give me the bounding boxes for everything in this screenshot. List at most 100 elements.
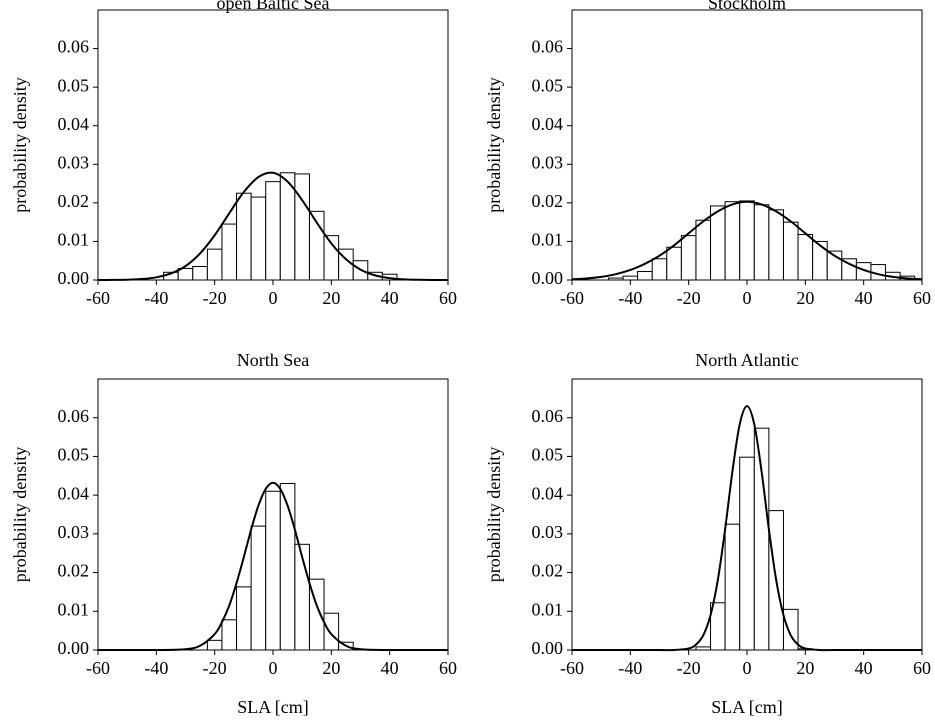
histogram-bar [724, 201, 741, 281]
y-tick-label: 0.02 [58, 561, 90, 581]
histogram-bar [236, 586, 252, 651]
y-tick-label: 0.04 [532, 483, 564, 503]
x-tick-label: 40 [381, 658, 399, 678]
y-tick-label: 0.03 [532, 152, 564, 172]
histogram-bar [695, 219, 712, 281]
histogram-bar [221, 223, 238, 281]
y-tick-label: 0.06 [532, 406, 564, 426]
y-tick-label: 0.03 [58, 522, 90, 542]
x-tick-label: 0 [269, 288, 278, 308]
x-tick-label: -40 [618, 288, 642, 308]
histogram-bar [236, 192, 252, 281]
y-axis-label: probability density [10, 447, 30, 582]
y-tick-label: 0.00 [58, 268, 90, 288]
x-tick-label: -60 [86, 288, 110, 308]
y-axis-label: probability density [484, 77, 504, 212]
y-tick-label: 0.06 [532, 37, 564, 57]
histogram-bar [812, 240, 828, 281]
y-tick-label: 0.03 [532, 522, 564, 542]
x-tick-label: 20 [322, 288, 340, 308]
histogram-bar [294, 173, 310, 281]
plot-frame [571, 9, 923, 281]
x-tick-label: -20 [677, 658, 701, 678]
y-tick-label: 0.00 [532, 638, 564, 658]
x-tick-label: 20 [796, 288, 814, 308]
y-tick-label: 0.04 [58, 483, 90, 503]
histogram-bar [797, 233, 814, 281]
histogram-bar [206, 248, 223, 281]
density-curve [97, 481, 449, 652]
x-tick-label: -20 [203, 658, 227, 678]
y-tick-label: 0.00 [532, 268, 564, 288]
y-tick-label: 0.00 [58, 638, 90, 658]
panel-title: North Atlantic [695, 350, 798, 370]
histogram-bar [739, 456, 755, 651]
y-tick-label: 0.04 [58, 114, 90, 134]
y-tick-label: 0.02 [58, 191, 90, 211]
histogram-bar [768, 209, 784, 281]
histogram-bar [637, 271, 653, 281]
y-tick-label: 0.02 [532, 191, 564, 211]
x-tick-label: 40 [855, 288, 873, 308]
y-tick-label: 0.05 [58, 75, 90, 95]
y-tick-label: 0.01 [532, 230, 564, 250]
histogram-bar [782, 608, 799, 651]
histogram-bar [622, 275, 639, 281]
histogram-bar [221, 619, 238, 651]
panel-title: North Sea [237, 350, 309, 370]
x-tick-label: -40 [618, 658, 642, 678]
panel-title: open Baltic Sea [217, 0, 330, 13]
panel-title: Stockholm [708, 0, 786, 13]
x-tick-label: -40 [144, 288, 168, 308]
x-axis-label: SLA [cm] [237, 697, 309, 717]
x-tick-label: 0 [269, 658, 278, 678]
y-tick-label: 0.01 [58, 230, 90, 250]
histogram-bar [250, 196, 267, 281]
plot-frame [97, 9, 449, 281]
y-tick-label: 0.06 [58, 37, 90, 57]
histogram-bar [782, 221, 799, 281]
histogram-bar [250, 525, 267, 651]
histogram-bar [651, 258, 668, 281]
y-tick-label: 0.02 [532, 561, 564, 581]
x-tick-label: -40 [144, 658, 168, 678]
y-axis-label: probability density [10, 77, 30, 212]
histogram-bar [265, 490, 281, 651]
y-tick-label: 0.06 [58, 406, 90, 426]
x-tick-label: 20 [796, 658, 814, 678]
x-tick-label: 60 [439, 288, 457, 308]
y-tick-label: 0.05 [532, 75, 564, 95]
y-tick-label: 0.05 [58, 445, 90, 465]
y-tick-label: 0.04 [532, 114, 564, 134]
x-tick-label: 0 [743, 658, 752, 678]
density-curve [97, 171, 449, 281]
plot-frame [97, 378, 449, 651]
histogram-bar [753, 427, 770, 651]
y-tick-label: 0.05 [532, 445, 564, 465]
density-curve [571, 200, 923, 281]
y-tick-label: 0.01 [532, 599, 564, 619]
x-tick-label: 60 [913, 288, 931, 308]
x-tick-label: 40 [381, 288, 399, 308]
x-tick-label: -60 [560, 658, 584, 678]
x-tick-label: -20 [677, 288, 701, 308]
y-tick-label: 0.03 [58, 152, 90, 172]
histogram-bar [753, 204, 770, 281]
histogram-bar [323, 612, 340, 651]
x-tick-label: -60 [560, 288, 584, 308]
x-tick-label: 60 [913, 658, 931, 678]
x-tick-label: 40 [855, 658, 873, 678]
x-tick-label: 60 [439, 658, 457, 678]
histogram-bar [739, 200, 755, 281]
histogram-bar [724, 523, 741, 651]
y-axis-label: probability density [484, 447, 504, 582]
density-curve [571, 405, 922, 652]
histogram-bar [192, 266, 208, 281]
y-tick-label: 0.01 [58, 599, 90, 619]
histogram-bar [265, 181, 281, 281]
x-axis-label: SLA [cm] [711, 697, 783, 717]
x-tick-label: -20 [203, 288, 227, 308]
histogram-bar [680, 235, 697, 281]
histogram-bar [206, 639, 223, 651]
